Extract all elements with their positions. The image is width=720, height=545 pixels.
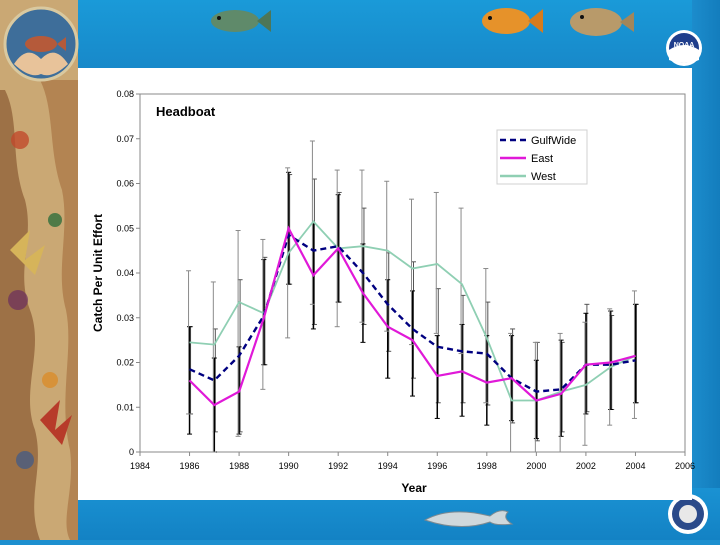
x-tick-label: 1998 xyxy=(477,461,497,471)
x-tick-label: 1988 xyxy=(229,461,249,471)
slide-left-decoration xyxy=(0,0,78,540)
y-axis-label: Catch Per Unit Effort xyxy=(91,214,105,332)
x-tick-label: 1986 xyxy=(180,461,200,471)
x-tick-label: 1994 xyxy=(378,461,398,471)
fish-icon xyxy=(482,8,543,34)
x-tick-label: 2006 xyxy=(675,461,695,471)
y-tick-label: 0.03 xyxy=(116,313,134,323)
y-tick-label: 0.06 xyxy=(116,179,134,189)
fish-icon xyxy=(211,10,271,32)
y-axis: 0 0.01 0.02 0.03 0.04 0.05 0.06 0.07 0.08 xyxy=(116,89,140,457)
series-lines xyxy=(188,220,636,407)
chart-title: Headboat xyxy=(156,104,216,119)
y-tick-label: 0.01 xyxy=(116,402,134,412)
flounder-icon xyxy=(570,8,634,36)
series-line-east xyxy=(188,225,636,407)
commerce-seal xyxy=(668,494,708,534)
x-axis-label: Year xyxy=(401,481,427,495)
x-tick-label: 1996 xyxy=(427,461,447,471)
y-tick-label: 0.04 xyxy=(116,268,134,278)
x-tick-label: 1992 xyxy=(328,461,348,471)
noaa-logo: NOAA xyxy=(666,30,702,66)
x-tick-label: 1984 xyxy=(130,461,150,471)
y-tick-label: 0.07 xyxy=(116,134,134,144)
y-tick-label: 0 xyxy=(129,447,134,457)
x-axis: 1984 1986 1988 1990 1992 1994 1996 1998 2000 2002… xyxy=(130,452,695,471)
plot-area xyxy=(139,93,686,453)
legend-label-east: East xyxy=(531,153,553,165)
x-tick-label: 1990 xyxy=(279,461,299,471)
legend: GulfWide East West xyxy=(496,129,588,185)
y-tick-label: 0.08 xyxy=(116,89,134,99)
slide-right-band xyxy=(692,0,720,540)
y-tick-label: 0.02 xyxy=(116,358,134,368)
hands-fish-logo xyxy=(3,6,79,82)
reef-illustration xyxy=(0,0,78,540)
x-tick-label: 2004 xyxy=(625,461,645,471)
noaa-logo-text: NOAA xyxy=(674,42,695,49)
y-tick-label: 0.05 xyxy=(116,223,134,233)
legend-label-west: West xyxy=(531,171,556,183)
x-tick-label: 2002 xyxy=(576,461,596,471)
legend-label-gulfwide: GulfWide xyxy=(531,135,576,147)
dolphin-icon xyxy=(423,510,514,528)
x-tick-label: 2000 xyxy=(526,461,546,471)
